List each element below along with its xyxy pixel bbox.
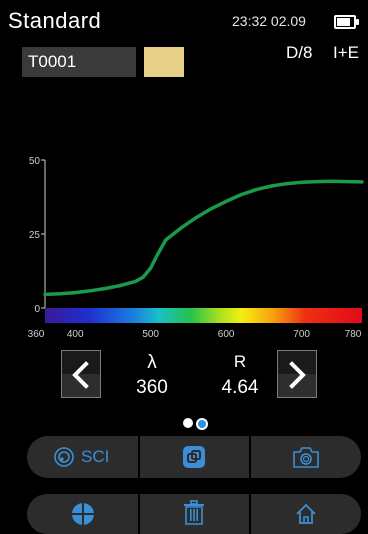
page-indicator-dot[interactable] bbox=[183, 418, 193, 428]
wavelength-value: 360 bbox=[136, 377, 168, 398]
x-tick-label: 600 bbox=[218, 329, 235, 340]
clock: 23:32 02.09 bbox=[232, 13, 306, 29]
camera-icon bbox=[293, 447, 319, 468]
y-tick-label: 0 bbox=[34, 304, 40, 315]
prev-wavelength-button[interactable] bbox=[61, 350, 101, 398]
page-indicator-dot-active[interactable] bbox=[196, 418, 208, 430]
next-wavelength-button[interactable] bbox=[277, 350, 317, 398]
y-tick-label: 25 bbox=[29, 230, 41, 241]
chevron-right-icon bbox=[289, 361, 306, 389]
home-icon bbox=[296, 504, 316, 524]
x-tick-label: 780 bbox=[345, 329, 362, 340]
x-tick-label: 700 bbox=[293, 329, 310, 340]
color-swatch bbox=[144, 47, 184, 77]
home-button[interactable] bbox=[251, 494, 361, 534]
trash-icon bbox=[184, 500, 204, 525]
crosshair-button[interactable] bbox=[27, 494, 138, 534]
sci-button[interactable]: SCI bbox=[27, 436, 138, 478]
x-tick-label: 400 bbox=[67, 329, 84, 340]
spectrum-bar bbox=[45, 308, 362, 323]
reflectance-value: 4.64 bbox=[221, 377, 259, 398]
wavelength-label: λ bbox=[147, 352, 157, 373]
chart-axes: 0 25 50 bbox=[29, 156, 46, 315]
chevron-left-icon bbox=[72, 361, 89, 389]
sci-sphere-icon bbox=[54, 447, 74, 467]
sample-name-field[interactable]: T0001 bbox=[22, 47, 136, 77]
sci-label: SCI bbox=[81, 447, 110, 466]
page-title: Standard bbox=[8, 8, 102, 33]
compare-icon bbox=[183, 446, 205, 468]
reflectance-curve bbox=[43, 179, 364, 297]
compare-button[interactable] bbox=[140, 436, 249, 478]
crosshair-icon bbox=[72, 503, 94, 525]
camera-button[interactable] bbox=[251, 436, 361, 478]
toolbar-bottom bbox=[27, 494, 361, 534]
delete-button[interactable] bbox=[140, 494, 249, 534]
battery-icon bbox=[334, 15, 359, 29]
reflectance-chart[interactable]: 0 25 50 360 400 500 600 700 780 bbox=[0, 150, 368, 345]
y-tick-label: 50 bbox=[29, 156, 41, 167]
reflectance-label: R bbox=[233, 352, 247, 371]
x-tick-label: 500 bbox=[142, 329, 159, 340]
toolbar-top: SCI bbox=[27, 436, 361, 478]
x-tick-label: 360 bbox=[28, 329, 45, 340]
measure-geometry: D/8 bbox=[286, 43, 313, 62]
measure-mode: I+E bbox=[333, 43, 359, 62]
